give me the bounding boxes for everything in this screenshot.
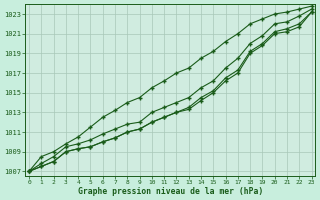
X-axis label: Graphe pression niveau de la mer (hPa): Graphe pression niveau de la mer (hPa) [78, 187, 263, 196]
